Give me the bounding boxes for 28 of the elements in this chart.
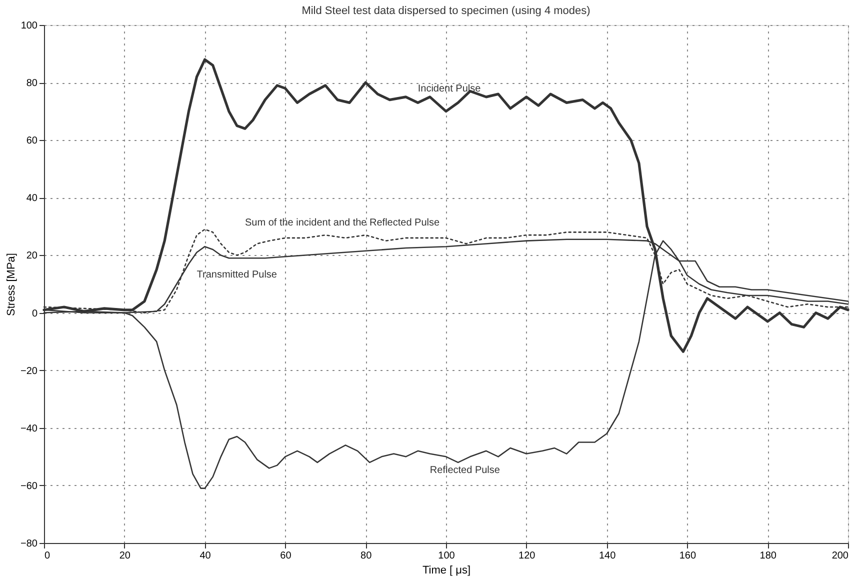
series-label: Reflected Pulse xyxy=(430,464,500,476)
y-tick-label: 80 xyxy=(26,78,38,90)
x-tick-label: 160 xyxy=(679,550,696,562)
x-tick-label: 180 xyxy=(760,550,777,562)
y-tick-label: 60 xyxy=(26,136,38,147)
x-tick-label: 120 xyxy=(518,550,536,562)
y-tick-label: −80 xyxy=(20,538,38,550)
y-tick-label: −40 xyxy=(20,423,38,434)
series-label: Incident Pulse xyxy=(418,84,482,95)
series-label: Transmitted Pulse xyxy=(196,269,278,280)
x-tick-label: 60 xyxy=(280,550,292,562)
series-label: Sum of the incident and the Reflected Pulse xyxy=(245,217,440,228)
y-tick-label: 100 xyxy=(20,20,38,32)
x-tick-label: 100 xyxy=(438,550,456,562)
y-tick-label: 20 xyxy=(26,250,38,262)
x-tick-label: 200 xyxy=(832,550,849,562)
x-axis-title: Time [ μs] xyxy=(422,564,471,576)
chart-title: Mild Steel test data dispersed to specimen (using 4 modes) xyxy=(302,5,590,17)
y-tick-label: −20 xyxy=(20,366,38,377)
y-axis-title: Stress [MPa] xyxy=(6,253,18,316)
x-tick-label: 40 xyxy=(200,550,212,562)
y-tick-label: 0 xyxy=(32,308,38,320)
x-tick-label: 0 xyxy=(44,550,50,562)
y-tick-label: −60 xyxy=(20,480,38,492)
x-tick-label: 20 xyxy=(119,550,131,562)
x-tick-label: 80 xyxy=(360,550,372,562)
y-tick-label: 40 xyxy=(26,193,38,204)
x-tick-label: 140 xyxy=(598,550,616,562)
